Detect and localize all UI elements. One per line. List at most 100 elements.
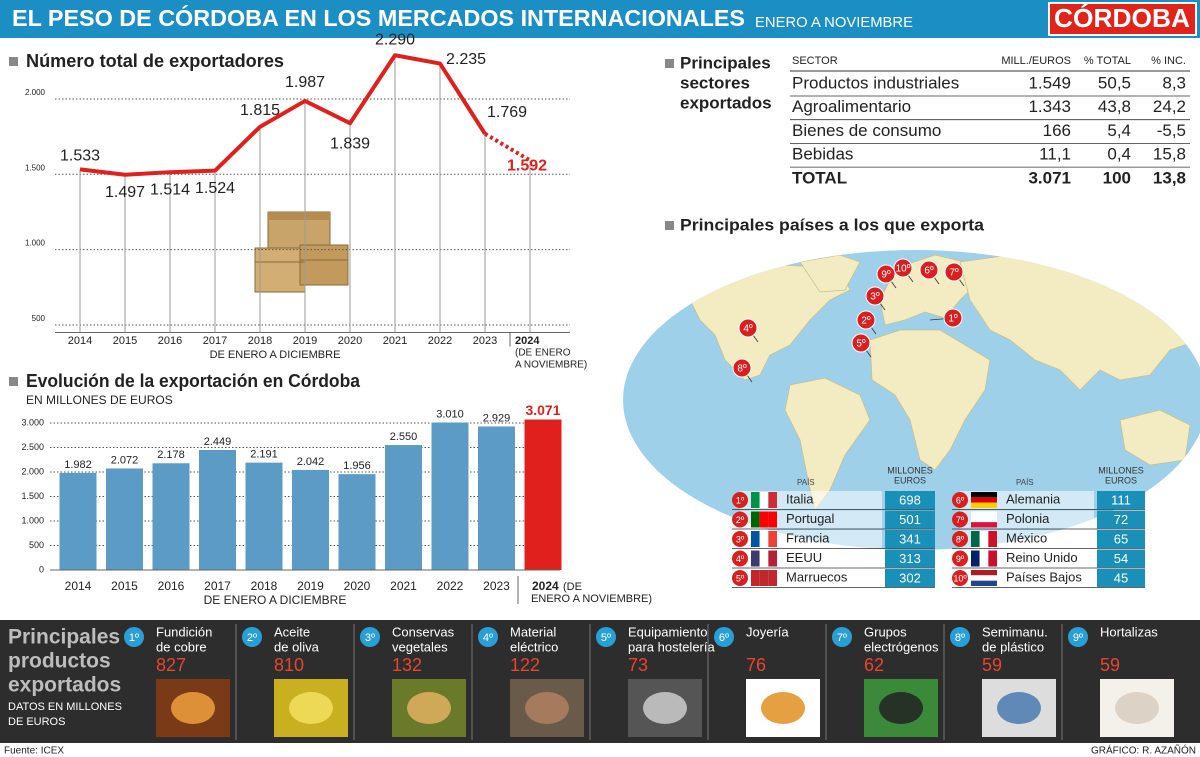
data-label: 3.071 xyxy=(525,402,560,418)
x-tick-label: 2021 xyxy=(383,335,407,347)
data-label: 1.815 xyxy=(240,102,280,119)
table-header: MILLONES xyxy=(887,465,933,475)
product-photo-detail xyxy=(997,692,1041,724)
section-title: Principales xyxy=(680,53,771,72)
product-photo-detail xyxy=(1115,692,1159,724)
category-note: (DE ENERO xyxy=(515,348,571,359)
value-box xyxy=(885,549,935,568)
bullet xyxy=(665,221,674,230)
y-tick-label: 1.000 xyxy=(21,515,44,525)
bar xyxy=(385,445,422,570)
table-header: PAÍS xyxy=(1016,478,1034,487)
product-photo-detail xyxy=(525,692,569,724)
rank-label: 9º xyxy=(956,554,965,564)
y-tick-label: 500 xyxy=(29,540,44,550)
data-label: 2.191 xyxy=(250,449,278,461)
product-name: de plástico xyxy=(982,639,1044,654)
flag xyxy=(759,531,769,547)
header-band xyxy=(0,0,1200,38)
rank-badge xyxy=(952,531,968,547)
product-name: Equipamiento xyxy=(628,624,708,639)
map-pin-label: 4º xyxy=(743,324,753,335)
flag xyxy=(759,492,769,508)
flag xyxy=(751,550,760,567)
rank-label: 5º xyxy=(736,573,745,583)
product-name: eléctrico xyxy=(510,639,558,654)
x-tick-label: 2022 xyxy=(437,579,464,593)
country-name: Marruecos xyxy=(786,569,848,584)
data-label: 3.010 xyxy=(436,408,464,420)
map-pin-label: 8º xyxy=(737,364,747,375)
country-name: Alemania xyxy=(1006,491,1061,506)
rank-badge xyxy=(832,627,852,647)
data-label: 1.956 xyxy=(343,460,371,472)
map-pin-label: 10º xyxy=(896,264,911,275)
y-tick-label: 3.000 xyxy=(21,417,44,427)
product-name: Semimanu. xyxy=(982,624,1048,639)
data-label: 1.839 xyxy=(330,135,370,152)
value-box xyxy=(885,569,935,587)
table-header: % INC. xyxy=(1151,55,1186,67)
product-value: 73 xyxy=(628,655,648,675)
data-label: 1.524 xyxy=(195,180,235,197)
rank-label: 5º xyxy=(601,632,611,644)
table-cell: 3.071 xyxy=(1028,168,1071,187)
value-box xyxy=(1097,569,1145,587)
chart-title: Evolución de la exportación en Córdoba xyxy=(26,371,361,391)
rank-badge xyxy=(360,627,380,647)
map-pin xyxy=(738,318,758,338)
bar xyxy=(199,449,236,570)
product-name: Grupos xyxy=(864,624,907,639)
country-value: 698 xyxy=(899,492,921,507)
flag xyxy=(971,497,997,503)
product-value: 59 xyxy=(982,655,1002,675)
rank-badge xyxy=(1068,627,1088,647)
main-title: EL PESO DE CÓRDOBA EN LOS MERCADOS INTER… xyxy=(12,4,745,31)
product-photo-detail xyxy=(643,692,687,724)
table-header: MILLONES xyxy=(1098,465,1144,475)
x-tick-label: 2024 xyxy=(515,335,540,347)
table-cell: 11,1 xyxy=(1039,145,1071,164)
data-label: 2.449 xyxy=(204,436,232,448)
x-tick-label: 2024 xyxy=(532,579,559,593)
map-pin xyxy=(851,333,871,353)
crates-illustration xyxy=(254,211,349,293)
table-cell: Bienes de consumo xyxy=(792,121,941,140)
bar xyxy=(478,426,515,570)
flag xyxy=(751,570,760,586)
flag xyxy=(971,511,997,517)
data-label: 2.550 xyxy=(390,431,418,443)
x-tick-label: 2018 xyxy=(248,335,272,347)
rank-label: 7º xyxy=(956,515,965,525)
flag xyxy=(971,575,997,581)
table-header: EUROS xyxy=(894,475,926,485)
value-box xyxy=(1097,510,1145,529)
series-line-partial xyxy=(483,132,532,163)
y-tick-label: 500 xyxy=(32,314,46,323)
rank-label: 6º xyxy=(719,632,729,644)
y-tick-label: 2.500 xyxy=(21,442,44,452)
flag xyxy=(751,492,760,508)
bar xyxy=(338,474,376,570)
x-tick-label: 2020 xyxy=(344,579,371,593)
flag xyxy=(971,531,980,547)
table-cell: 1.549 xyxy=(1028,73,1071,92)
flag xyxy=(751,531,760,547)
product-photo-detail xyxy=(171,692,215,724)
x-tick-label: 2020 xyxy=(338,335,362,347)
data-label: 1.592 xyxy=(507,158,547,175)
x-tick-label: 2015 xyxy=(113,335,137,347)
products-title: Principales xyxy=(8,626,120,649)
flag xyxy=(979,550,989,567)
product-name: Hortalizas xyxy=(1100,624,1158,639)
section-title: sectores xyxy=(680,73,750,92)
data-label: 1.987 xyxy=(285,74,325,91)
flag xyxy=(971,522,997,528)
country-name: México xyxy=(1006,530,1047,545)
bar xyxy=(524,419,562,570)
product-name: electrógenos xyxy=(864,639,939,654)
table-cell: 5,4 xyxy=(1107,121,1131,140)
country-name: Polonia xyxy=(1006,511,1050,526)
map-pin xyxy=(876,264,896,284)
x-tick-label: 2014 xyxy=(68,335,92,347)
